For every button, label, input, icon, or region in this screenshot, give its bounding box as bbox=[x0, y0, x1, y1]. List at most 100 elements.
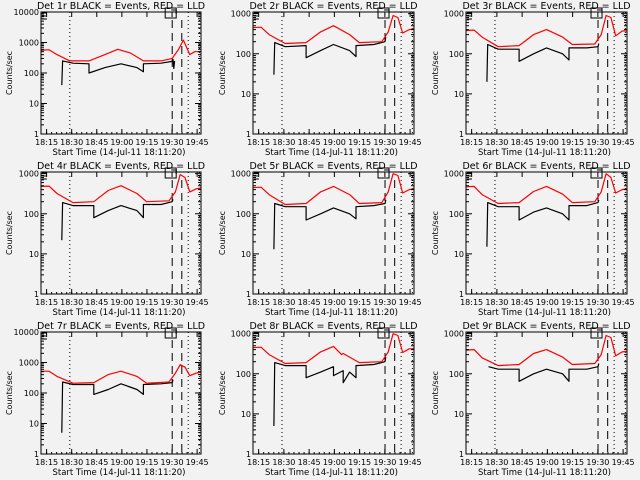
plot-frame bbox=[252, 331, 415, 455]
y-tick-label: 1000 bbox=[19, 170, 39, 179]
y-axis-label: Counts/sec bbox=[5, 211, 14, 255]
plot-frame bbox=[465, 11, 628, 135]
series-events bbox=[486, 43, 600, 82]
x-tick-label: 19:30 bbox=[373, 298, 396, 307]
y-axis-label: Counts/sec bbox=[431, 371, 440, 415]
chart-panel-7: Det 7r BLACK = Events, RED = LLD 1 10 100 10… bbox=[5, 321, 209, 478]
x-tick-label: 19:15 bbox=[348, 458, 371, 467]
x-tick-label: 19:45 bbox=[186, 458, 209, 467]
series-events bbox=[273, 36, 387, 75]
y-axis-label: Counts/sec bbox=[431, 51, 440, 95]
series-events bbox=[61, 379, 174, 433]
x-tick-label: 19:45 bbox=[186, 298, 209, 307]
y-tick-label: 1 bbox=[459, 130, 464, 139]
x-tick-label: 18:45 bbox=[298, 138, 321, 147]
x-tick-label: 19:30 bbox=[586, 138, 609, 147]
chart-title: Det 3r BLACK = Events, RED = LLD bbox=[462, 1, 630, 12]
plot-frame bbox=[252, 171, 415, 295]
x-tick-label: 18:30 bbox=[485, 298, 508, 307]
x-tick-label: 19:15 bbox=[135, 458, 158, 467]
y-axis-label: Counts/sec bbox=[218, 371, 227, 415]
chart-panel-5: Det 5r BLACK = Events, RED = LLD 1 10 100 10… bbox=[218, 161, 422, 318]
y-tick-label: 1 bbox=[34, 130, 39, 139]
y-tick-label: 100 bbox=[24, 389, 39, 398]
x-tick-label: 19:00 bbox=[110, 138, 133, 147]
y-tick-label: 1000 bbox=[231, 170, 251, 179]
x-tick-label: 18:30 bbox=[60, 138, 83, 147]
x-tick-label: 18:15 bbox=[247, 458, 270, 467]
x-tick-label: 18:15 bbox=[460, 458, 483, 467]
y-tick-label: 100 bbox=[449, 50, 464, 59]
y-tick-label: 1000 bbox=[19, 39, 39, 48]
x-tick-label: 19:00 bbox=[323, 458, 346, 467]
x-tick-label: 19:45 bbox=[612, 458, 635, 467]
plot-frame bbox=[252, 11, 415, 135]
y-tick-label: 100 bbox=[236, 370, 251, 379]
x-tick-label: 19:15 bbox=[561, 298, 584, 307]
x-tick-label: 19:45 bbox=[399, 298, 422, 307]
series-lld bbox=[41, 364, 202, 384]
plot-frame bbox=[40, 171, 202, 295]
series-lld bbox=[40, 174, 202, 204]
series-lld bbox=[252, 14, 415, 45]
marker-box-tail bbox=[171, 169, 177, 174]
series-events bbox=[486, 199, 600, 247]
x-axis-label: Start Time (14-Jul-11 18:11:20) bbox=[265, 468, 398, 478]
series-lld bbox=[465, 173, 628, 205]
x-tick-label: 19:00 bbox=[110, 298, 133, 307]
series-events bbox=[61, 199, 174, 241]
y-tick-label: 10 bbox=[29, 250, 39, 259]
y-tick-label: 10 bbox=[241, 410, 251, 419]
y-tick-label: 100 bbox=[236, 210, 251, 219]
x-tick-label: 19:15 bbox=[348, 138, 371, 147]
x-tick-label: 19:00 bbox=[323, 138, 346, 147]
x-tick-label: 19:15 bbox=[135, 138, 158, 147]
x-tick-label: 18:15 bbox=[35, 458, 58, 467]
y-tick-label: 10000 bbox=[14, 328, 39, 337]
chart-title: Det 7r BLACK = Events, RED = LLD bbox=[37, 321, 205, 332]
x-tick-label: 18:15 bbox=[35, 298, 58, 307]
y-tick-label: 100 bbox=[24, 210, 39, 219]
x-tick-label: 18:45 bbox=[85, 298, 108, 307]
y-tick-label: 10000 bbox=[14, 8, 39, 17]
x-tick-label: 18:30 bbox=[60, 458, 83, 467]
x-tick-label: 19:30 bbox=[586, 458, 609, 467]
x-tick-label: 18:30 bbox=[60, 298, 83, 307]
x-tick-label: 19:30 bbox=[373, 458, 396, 467]
x-axis-label: Start Time (14-Jul-11 18:11:20) bbox=[265, 308, 398, 318]
y-tick-label: 1 bbox=[459, 290, 464, 299]
series-events bbox=[488, 363, 600, 382]
x-tick-label: 19:00 bbox=[536, 298, 559, 307]
x-axis-label: Start Time (14-Jul-11 18:11:20) bbox=[53, 468, 186, 478]
chart-title: Det 6r BLACK = Events, RED = LLD bbox=[462, 161, 630, 172]
x-tick-label: 18:30 bbox=[485, 458, 508, 467]
y-tick-label: 1000 bbox=[231, 330, 251, 339]
chart-panel-8: Det 8r BLACK = Events, RED = LLD 1 10 100 10… bbox=[218, 321, 422, 478]
x-tick-label: 19:15 bbox=[561, 458, 584, 467]
marker-box-tail bbox=[171, 9, 177, 14]
x-axis-label: Start Time (14-Jul-11 18:11:20) bbox=[478, 468, 611, 478]
chart-panel-9: Det 9r BLACK = Events, RED = LLD 1 10 100 10… bbox=[431, 321, 635, 478]
y-tick-label: 1000 bbox=[444, 330, 464, 339]
x-tick-label: 18:45 bbox=[511, 138, 534, 147]
y-tick-label: 10 bbox=[454, 410, 464, 419]
series-lld bbox=[252, 173, 415, 206]
series-lld bbox=[40, 39, 201, 62]
y-tick-label: 1000 bbox=[231, 10, 251, 19]
y-axis-label: Counts/sec bbox=[218, 211, 227, 255]
y-tick-label: 1 bbox=[246, 130, 251, 139]
x-tick-label: 18:30 bbox=[485, 138, 508, 147]
x-tick-label: 19:45 bbox=[399, 458, 422, 467]
chart-title: Det 1r BLACK = Events, RED = LLD bbox=[37, 1, 205, 12]
x-tick-label: 19:00 bbox=[110, 458, 133, 467]
x-tick-label: 18:30 bbox=[272, 138, 295, 147]
x-tick-label: 18:15 bbox=[247, 138, 270, 147]
marker-box-tail bbox=[597, 329, 603, 334]
chart-panel-1: Det 1r BLACK = Events, RED = LLD 1 10 100 10… bbox=[5, 1, 209, 158]
x-tick-label: 19:00 bbox=[536, 458, 559, 467]
marker-box-tail bbox=[384, 9, 390, 14]
x-tick-label: 18:45 bbox=[85, 138, 108, 147]
series-lld bbox=[252, 333, 414, 365]
chart-title: Det 4r BLACK = Events, RED = LLD bbox=[37, 161, 205, 172]
y-tick-label: 10 bbox=[454, 250, 464, 259]
